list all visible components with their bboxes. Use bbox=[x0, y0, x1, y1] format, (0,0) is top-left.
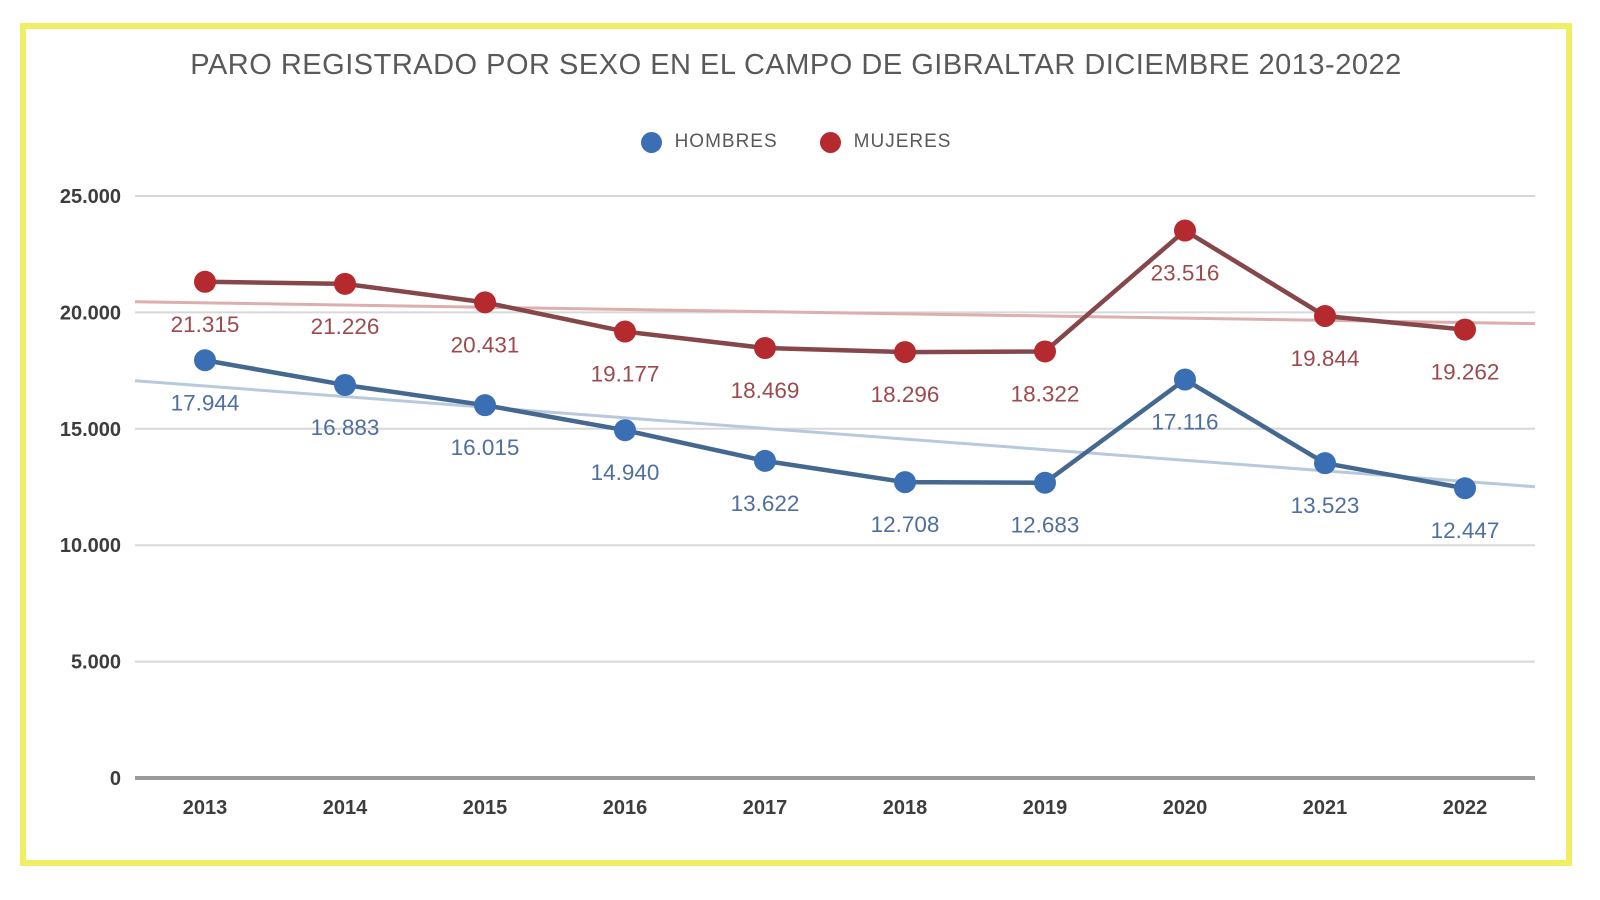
point-mujeres-2021 bbox=[1314, 305, 1336, 328]
trendline-mujeres bbox=[134, 300, 1536, 326]
point-label-hombres-2017: 13.622 bbox=[731, 491, 800, 516]
x-tick-label-2015: 2015 bbox=[463, 797, 508, 819]
x-tick-label-2014: 2014 bbox=[323, 797, 368, 819]
point-label-mujeres-2019: 18.322 bbox=[1011, 381, 1080, 406]
x-tick-label-2016: 2016 bbox=[603, 797, 648, 819]
point-label-mujeres-2013: 21.315 bbox=[171, 312, 240, 337]
point-hombres-2021 bbox=[1314, 452, 1336, 475]
legend-marker-hombres-icon bbox=[640, 131, 662, 153]
chart-frame: PARO REGISTRADO POR SEXO EN EL CAMPO DE … bbox=[20, 23, 1572, 866]
point-hombres-2019 bbox=[1034, 471, 1056, 494]
point-label-hombres-2018: 12.708 bbox=[871, 512, 940, 537]
x-tick-label-2020: 2020 bbox=[1163, 797, 1208, 819]
legend-label-hombres: HOMBRES bbox=[674, 131, 778, 152]
point-mujeres-2017 bbox=[754, 337, 776, 360]
y-tick-label: 15.000 bbox=[60, 419, 121, 441]
point-mujeres-2022 bbox=[1454, 318, 1476, 341]
legend-item-mujeres: MUJERES bbox=[819, 131, 952, 153]
point-label-hombres-2013: 17.944 bbox=[171, 390, 240, 415]
point-mujeres-2016 bbox=[614, 320, 636, 343]
point-label-hombres-2015: 16.015 bbox=[451, 435, 520, 460]
point-mujeres-2014 bbox=[334, 272, 356, 295]
x-tick-label-2018: 2018 bbox=[883, 797, 928, 819]
point-hombres-2017 bbox=[754, 449, 776, 472]
y-tick-label: 20.000 bbox=[60, 302, 121, 324]
point-label-mujeres-2017: 18.469 bbox=[731, 378, 800, 403]
legend-marker-mujeres-icon bbox=[819, 131, 841, 153]
trendline-hombres bbox=[134, 379, 1536, 489]
x-tick-label-2019: 2019 bbox=[1023, 797, 1068, 819]
series-line-mujeres bbox=[202, 228, 1468, 355]
legend: HOMBRES MUJERES bbox=[26, 131, 1566, 153]
x-tick-label-2013: 2013 bbox=[183, 797, 228, 819]
point-mujeres-2018 bbox=[894, 341, 916, 364]
point-label-hombres-2022: 12.447 bbox=[1431, 518, 1500, 543]
x-tick-label-2021: 2021 bbox=[1303, 797, 1348, 819]
point-label-mujeres-2016: 19.177 bbox=[591, 362, 660, 387]
y-tick-label: 10.000 bbox=[60, 535, 121, 557]
legend-label-mujeres: MUJERES bbox=[853, 131, 952, 152]
y-tick-label: 5.000 bbox=[71, 652, 121, 674]
point-mujeres-2019 bbox=[1034, 340, 1056, 363]
point-label-hombres-2021: 13.523 bbox=[1291, 493, 1360, 518]
point-label-mujeres-2021: 19.844 bbox=[1291, 346, 1360, 371]
point-hombres-2014 bbox=[334, 373, 356, 396]
point-mujeres-2013 bbox=[194, 270, 216, 293]
point-label-mujeres-2014: 21.226 bbox=[311, 314, 380, 339]
point-hombres-2016 bbox=[614, 419, 636, 442]
point-hombres-2015 bbox=[474, 394, 496, 417]
point-hombres-2022 bbox=[1454, 477, 1476, 500]
point-label-hombres-2020: 17.116 bbox=[1151, 410, 1218, 435]
series-line-hombres bbox=[202, 358, 1468, 491]
point-label-hombres-2016: 14.940 bbox=[591, 460, 660, 485]
point-hombres-2020 bbox=[1174, 368, 1196, 391]
chart-title: PARO REGISTRADO POR SEXO EN EL CAMPO DE … bbox=[190, 49, 1402, 81]
point-hombres-2018 bbox=[894, 471, 916, 494]
point-label-mujeres-2015: 20.431 bbox=[451, 332, 520, 357]
point-label-mujeres-2022: 19.262 bbox=[1431, 360, 1500, 385]
legend-item-hombres: HOMBRES bbox=[640, 131, 778, 153]
point-hombres-2013 bbox=[194, 349, 216, 372]
point-mujeres-2020 bbox=[1174, 219, 1196, 242]
point-label-hombres-2019: 12.683 bbox=[1011, 513, 1080, 538]
point-mujeres-2015 bbox=[474, 291, 496, 314]
point-label-mujeres-2018: 18.296 bbox=[871, 382, 940, 407]
y-tick-label: 25.000 bbox=[60, 186, 121, 208]
x-tick-label-2017: 2017 bbox=[743, 797, 788, 819]
plot-area: 0 5.000 10.000 15.000 20.000 25.000 2013 2014 20… bbox=[60, 186, 1536, 819]
x-tick-label-2022: 2022 bbox=[1443, 797, 1488, 819]
point-label-mujeres-2020: 23.516 bbox=[1151, 261, 1220, 286]
y-tick-label: 0 bbox=[110, 768, 121, 790]
point-label-hombres-2014: 16.883 bbox=[311, 415, 380, 440]
